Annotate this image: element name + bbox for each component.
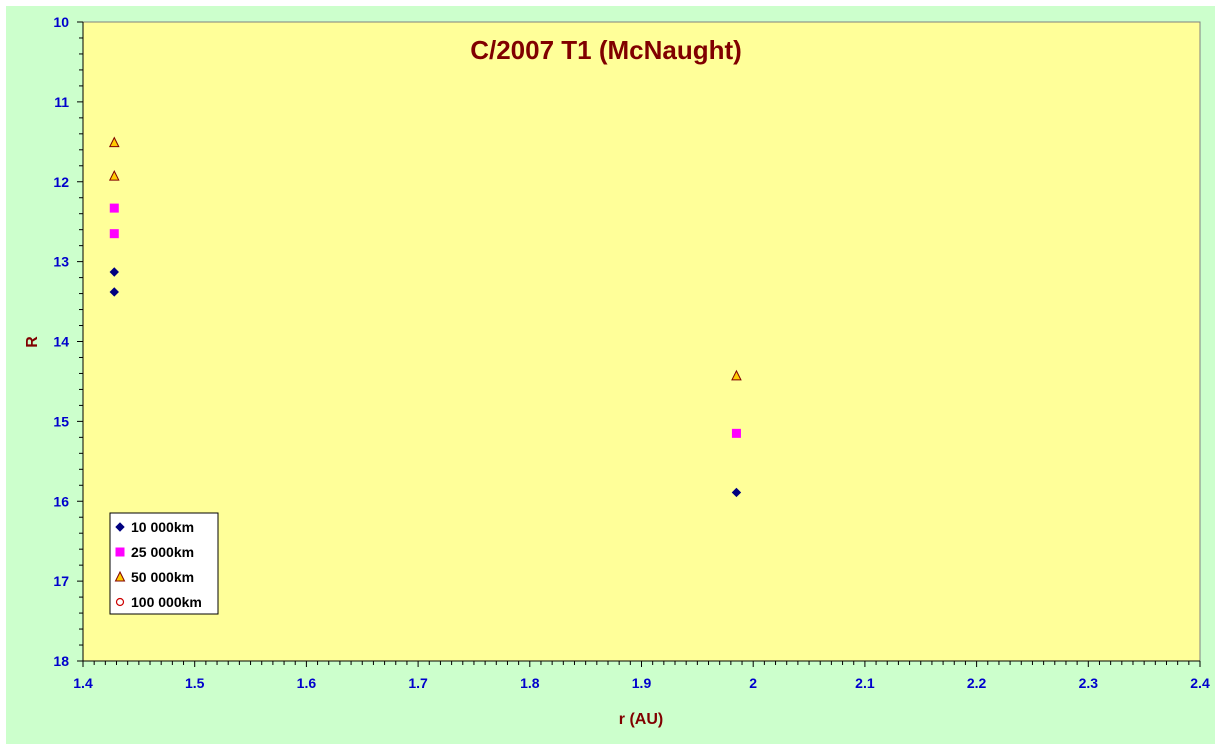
legend: 10 000km 25 000km 50 000km 100 000km — [109, 512, 219, 615]
x-tick-label: 2.4 — [1190, 675, 1210, 691]
data-point — [109, 229, 119, 239]
series-2 — [109, 203, 741, 438]
plot-area — [82, 21, 1201, 662]
y-tick-label: 16 — [53, 493, 69, 509]
legend-marker — [114, 570, 126, 582]
legend-box — [109, 512, 219, 615]
x-tick-label: 2.3 — [1079, 675, 1099, 691]
x-tick-label: 1.7 — [408, 675, 428, 691]
data-point — [731, 369, 742, 381]
y-tick-label: 10 — [53, 14, 69, 30]
data-points — [108, 136, 742, 498]
y-axis: 10 11 12 13 14 15 16 17 18 — [53, 14, 84, 669]
y-tick-label: 18 — [53, 653, 69, 669]
x-axis-title: r (AU) — [619, 711, 663, 728]
x-tick-label: 2.2 — [967, 675, 987, 691]
data-point — [109, 203, 119, 213]
x-tick-label: 2.1 — [855, 675, 875, 691]
legend-marker — [115, 547, 125, 557]
y-tick-label: 15 — [53, 413, 69, 429]
y-tick-label: 12 — [53, 174, 69, 190]
series-1 — [109, 267, 742, 498]
data-point — [108, 136, 120, 148]
y-tick-label: 11 — [54, 94, 69, 110]
data-point — [109, 267, 119, 277]
legend-label: 10 000km — [131, 519, 194, 535]
legend-marker — [115, 522, 125, 532]
series-3 — [108, 136, 742, 381]
data-point — [109, 287, 119, 297]
chart-title: C/2007 T1 (McNaught) — [470, 35, 742, 65]
legend-label: 50 000km — [131, 569, 194, 585]
data-point — [108, 170, 120, 181]
y-tick-label: 13 — [53, 254, 69, 270]
data-point — [731, 487, 742, 498]
x-tick-label: 1.4 — [73, 675, 93, 691]
x-tick-label: 1.9 — [632, 675, 652, 691]
legend-label: 25 000km — [131, 544, 194, 560]
x-tick-label: 1.5 — [185, 675, 205, 691]
x-axis: 1.4 1.5 1.6 1.7 1.8 1.9 2 2.1 2.2 2.3 2.4 — [73, 660, 1210, 691]
legend-marker — [115, 597, 125, 607]
x-tick-label: 1.8 — [520, 675, 540, 691]
y-tick-label: 14 — [53, 334, 69, 350]
legend-label: 100 000km — [131, 594, 202, 610]
x-tick-label: 1.6 — [297, 675, 317, 691]
y-axis-title: R — [24, 336, 41, 348]
y-tick-label: 17 — [53, 573, 69, 589]
data-point — [731, 428, 741, 438]
x-tick-label: 2 — [749, 675, 757, 691]
